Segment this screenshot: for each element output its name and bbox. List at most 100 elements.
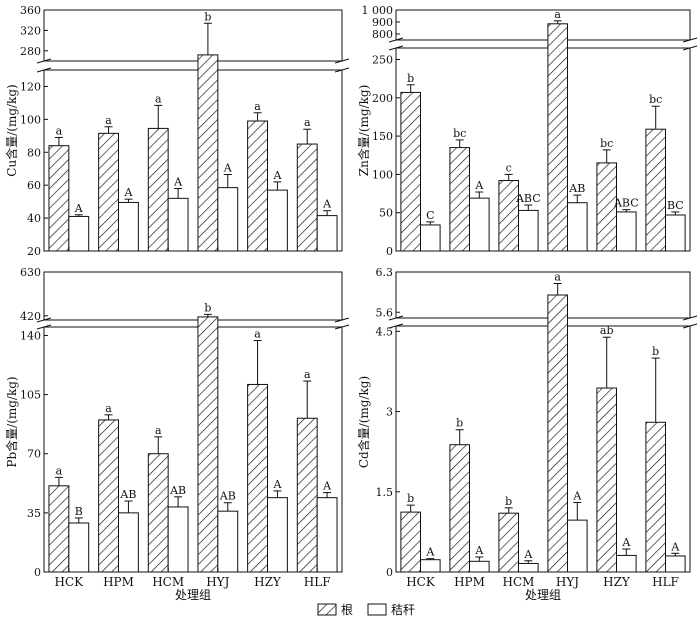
- y-tick-label: 40: [27, 212, 41, 225]
- x-tick-label: HCM: [503, 575, 535, 589]
- bar-stem-HLF: [665, 555, 686, 573]
- x-tick-label: HCM: [152, 575, 184, 589]
- legend-stem-label: 秸秆: [391, 603, 415, 617]
- bar-stem-HZY: [616, 554, 637, 573]
- x-tick-label: HCK: [406, 575, 436, 589]
- y-tick-label: 100: [372, 168, 393, 181]
- significance-label: b: [204, 301, 211, 314]
- significance-label: ABC: [515, 192, 541, 205]
- y-tick-label: 50: [379, 207, 393, 220]
- significance-label: ABC: [613, 197, 639, 210]
- significance-label: a: [155, 92, 162, 105]
- y-tick-label: 360: [20, 4, 41, 17]
- axis-break-marks: [388, 315, 698, 329]
- y-tick-label: 630: [20, 266, 41, 279]
- bar-stem-HPM: [469, 560, 490, 573]
- bar-stem-HCK: [420, 559, 441, 573]
- bar-root-HCK: [400, 511, 421, 573]
- plot-frame-upper: [43, 271, 343, 321]
- plot-frame-upper: [43, 9, 343, 62]
- bar-stem-HCM: [167, 197, 189, 252]
- x-axis-label: 处理组: [175, 588, 211, 602]
- axis-break-right-top: [682, 315, 698, 321]
- plot-frame-lower: [395, 47, 691, 252]
- y-tick-label: 250: [372, 53, 393, 66]
- bar-root-HYJ: [197, 54, 219, 252]
- axis-break-right-bottom: [682, 45, 698, 51]
- bar-stem-HCM: [167, 506, 189, 573]
- axis-break-left-top: [388, 37, 404, 43]
- plot-frame-upper: [395, 9, 691, 41]
- significance-label: AB: [119, 488, 136, 501]
- significance-label: b: [652, 345, 659, 358]
- bar-stem-HCM: [518, 209, 539, 252]
- significance-label: a: [254, 328, 261, 341]
- x-axis-label: 处理组: [525, 588, 561, 602]
- bar-stem-HPM: [469, 197, 490, 252]
- bar-stem-HYJ: [217, 187, 239, 252]
- bar-stem-HYJ: [567, 519, 588, 573]
- axis-break-left-bottom: [388, 323, 404, 329]
- axis-break-right-bottom: [682, 323, 698, 329]
- axis-break-left-bottom: [388, 45, 404, 51]
- bar-root-HPM: [449, 444, 470, 573]
- significance-label: a: [105, 402, 112, 415]
- significance-label: b: [407, 72, 414, 85]
- bar-stem-HCK: [420, 224, 441, 252]
- bar-root-HLF: [296, 417, 318, 573]
- x-tick-label: HLF: [652, 575, 679, 589]
- bar-root-HZY: [596, 387, 618, 573]
- significance-label: a: [56, 464, 63, 477]
- legend-stem-swatch: [367, 603, 387, 616]
- x-tick-label: HCK: [55, 575, 85, 589]
- axis-break-left-top: [36, 317, 52, 323]
- x-tick-label: HYJ: [556, 575, 579, 589]
- bar-stem-HCM: [518, 562, 539, 573]
- significance-label: a: [155, 424, 162, 437]
- bar-root-HLF: [645, 128, 667, 252]
- significance-label: AB: [169, 484, 186, 497]
- y-tick-label: 100: [20, 113, 41, 126]
- x-tick-label: HPM: [454, 575, 485, 589]
- bar-stem-HYJ: [567, 202, 588, 252]
- significance-label: A: [272, 478, 282, 491]
- bar-root-HLF: [645, 421, 667, 573]
- bar-stem-HZY: [267, 497, 288, 573]
- axis-break-right-bottom: [334, 67, 350, 73]
- bar-root-HCK: [48, 485, 70, 573]
- significance-label: a: [105, 114, 112, 127]
- y-tick-label: 80: [27, 146, 41, 159]
- plot-frame-lower: [43, 69, 343, 252]
- y-axis-label: Pb含量/(mg/kg): [4, 376, 19, 467]
- y-tick-label: 320: [20, 24, 41, 37]
- significance-label: A: [621, 536, 631, 549]
- bar-root-HCK: [400, 91, 421, 252]
- significance-label: a: [554, 271, 561, 284]
- axis-break-left-bottom: [36, 324, 52, 330]
- significance-label: a: [554, 8, 561, 21]
- y-tick-label: 60: [27, 179, 41, 192]
- plot-frame-lower: [43, 326, 343, 573]
- significance-label: b: [407, 492, 414, 505]
- significance-label: A: [322, 480, 332, 493]
- y-tick-label: 6.3: [376, 266, 394, 279]
- significance-label: b: [456, 417, 463, 430]
- y-tick-label: 20: [27, 245, 41, 258]
- y-tick-label: 800: [372, 28, 393, 41]
- bar-root-HYJ: [547, 23, 569, 252]
- significance-label: a: [304, 116, 311, 129]
- y-axis-label: Cd含量/(mg/kg): [356, 376, 371, 468]
- y-axis-label: Cu含量/(mg/kg): [4, 84, 19, 176]
- bar-stem-HZY: [616, 211, 637, 252]
- legend-root-label: 根: [341, 603, 353, 617]
- y-tick-label: 0: [386, 566, 393, 579]
- x-tick-label: HZY: [603, 575, 631, 589]
- axis-break-right-top: [682, 37, 698, 43]
- axis-break-right-top: [334, 317, 350, 323]
- significance-label: bc: [649, 93, 662, 106]
- x-tick-label: HZY: [254, 575, 282, 589]
- bar-stem-HPM: [118, 512, 139, 573]
- chart-panel-top-left: 20 40 60 80 100 120 280 320 360 Cu含量/(mg/kg) a Aa Aa…: [4, 4, 350, 258]
